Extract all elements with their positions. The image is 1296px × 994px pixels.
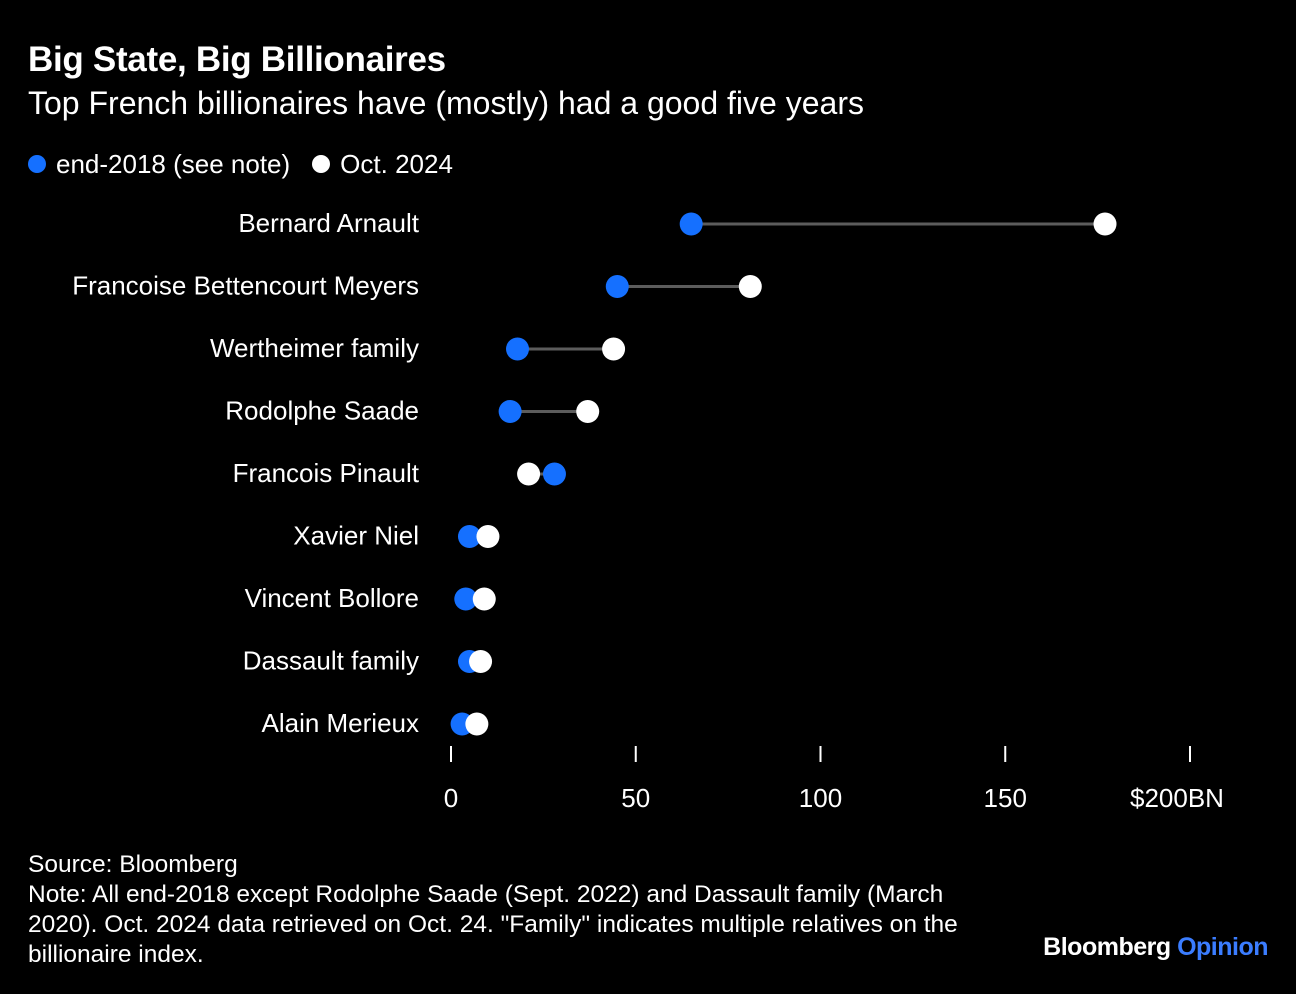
chart-title: Big State, Big Billionaires — [28, 40, 446, 79]
dot-oct-2024-xavier-niel — [476, 525, 500, 548]
legend-dot-oct-2024 — [312, 155, 331, 173]
dot-oct-2024-alain-merieux — [465, 712, 489, 736]
legend-label-end-2018: end-2018 (see note) — [56, 148, 291, 179]
row-label-vincent-bollore: Vincent Bollore — [245, 583, 419, 613]
dot-end-2018-xavier-niel — [457, 525, 481, 548]
dot-end-2018-bernard-arnault — [679, 212, 703, 236]
brand-name: Bloomberg — [1043, 933, 1171, 961]
row-label-xavier-niel: Xavier Niel — [293, 521, 419, 551]
row-label-francois-pinault: Francois Pinault — [233, 458, 420, 488]
dot-end-2018-rodolphe-saade — [498, 400, 522, 423]
row-label-bernard-arnault: Bernard Arnault — [238, 208, 419, 238]
legend-dot-end-2018 — [28, 155, 46, 173]
dot-oct-2024-wertheimer-family — [602, 337, 626, 361]
x-tick-label-100: 100 — [799, 783, 842, 813]
dot-oct-2024-vincent-bollore — [472, 587, 496, 611]
dot-oct-2024-bernard-arnault — [1093, 212, 1117, 236]
x-tick-label-200: $200BN — [1130, 783, 1224, 813]
x-tick-label-0: 0 — [444, 783, 458, 813]
dot-oct-2024-francoise-bettencourt-meyers — [738, 275, 762, 298]
dot-end-2018-francois-pinault — [542, 462, 566, 486]
chart-subtitle: Top French billionaires have (mostly) ha… — [28, 85, 864, 121]
dot-oct-2024-francois-pinault — [517, 462, 541, 486]
row-label-wertheimer-family: Wertheimer family — [210, 333, 419, 363]
x-tick-label-150: 150 — [984, 783, 1027, 813]
dot-oct-2024-rodolphe-saade — [576, 400, 600, 423]
x-tick-label-50: 50 — [621, 783, 650, 813]
footnote: Note: All end-2018 except Rodolphe Saade… — [28, 881, 958, 968]
dot-oct-2024-dassault-family — [469, 650, 493, 673]
legend-label-oct-2024: Oct. 2024 — [340, 148, 453, 179]
row-label-alain-merieux: Alain Merieux — [261, 708, 419, 738]
footer: Source: Bloomberg Note: All end-2018 exc… — [28, 850, 1008, 970]
dot-end-2018-francoise-bettencourt-meyers — [605, 275, 629, 298]
brand-logo: Bloomberg Opinion — [1043, 933, 1268, 962]
source-note: Source: Bloomberg — [28, 851, 238, 878]
legend-item-end-2018: end-2018 (see note) — [28, 149, 290, 180]
dot-end-2018-wertheimer-family — [506, 337, 530, 361]
legend-item-oct-2024: Oct. 2024 — [312, 149, 453, 180]
dumbbell-chart: Bernard Arnault Francoise Bettencourt Mey… — [72, 208, 1224, 813]
dot-end-2018-vincent-bollore — [454, 587, 478, 611]
legend: end-2018 (see note) Oct. 2024 — [28, 148, 475, 180]
row-label-rodolphe-saade: Rodolphe Saade — [225, 396, 419, 426]
row-label-francoise-bettencourt-meyers: Francoise Bettencourt Meyers — [72, 271, 419, 301]
brand-suffix: Opinion — [1177, 933, 1268, 961]
row-label-dassault-family: Dassault family — [243, 646, 419, 676]
